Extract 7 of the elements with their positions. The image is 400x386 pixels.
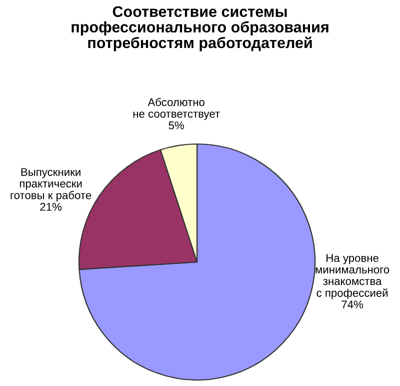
- chart-title: Соответствие системы профессионального образования потребностям работодателей: [72, 6, 328, 52]
- data-label: 5%: [168, 121, 184, 130]
- slice-label: На уровне минимального знакомства с профессией: [316, 254, 390, 300]
- data-label: 74%: [342, 300, 364, 308]
- data-label: 21%: [40, 202, 62, 211]
- slice-label: Выпускники практически готовы к работе: [10, 168, 92, 202]
- slice-label: Абсолютно не соответствует: [133, 98, 220, 120]
